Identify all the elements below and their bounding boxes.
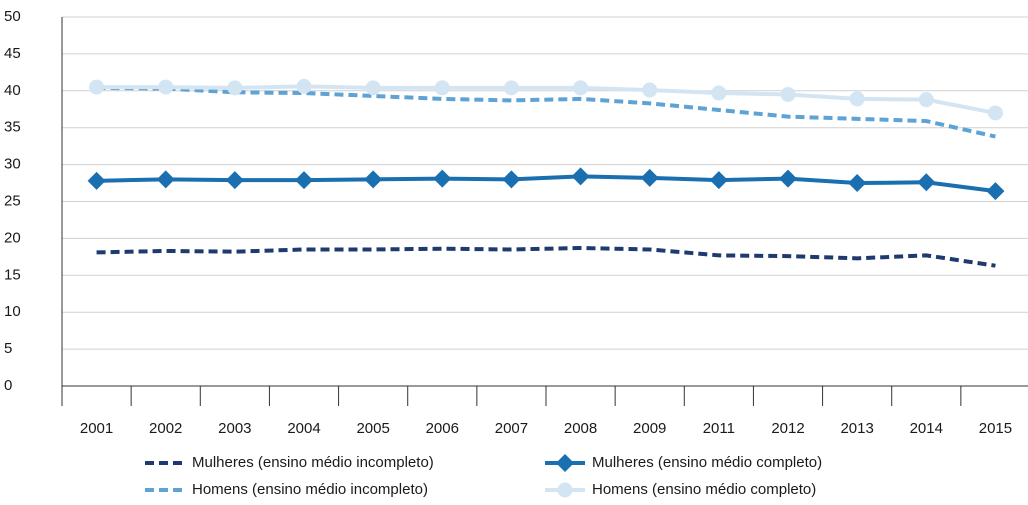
x-tick-label: 2013 [840, 420, 873, 437]
circle-marker [557, 482, 573, 498]
diamond-marker [295, 171, 313, 190]
y-tick-label: 50 [4, 8, 21, 25]
diamond-marker [848, 174, 867, 193]
circle-marker [296, 78, 312, 94]
y-tick-label: 35 [4, 119, 21, 136]
legend-label: Homens (ensino médio completo) [592, 481, 816, 498]
x-tick-label: 2015 [979, 420, 1012, 437]
diamond-marker [640, 168, 659, 187]
x-tick-label: 2012 [771, 420, 804, 437]
y-tick-label: 0 [4, 377, 12, 394]
series-line [96, 174, 996, 194]
diamond-marker [364, 170, 383, 189]
diamond-marker [502, 170, 521, 189]
y-tick-label: 40 [4, 82, 21, 99]
legend-label: Mulheres (ensino médio completo) [592, 454, 822, 471]
circle-marker [849, 91, 865, 107]
series-line [96, 85, 996, 139]
x-tick-label: 2014 [910, 420, 943, 437]
legend-label: Mulheres (ensino médio incompleto) [192, 454, 434, 471]
circle-marker [227, 80, 243, 96]
circle-marker [503, 80, 519, 96]
circle-marker [89, 79, 105, 95]
circle-marker [780, 86, 796, 102]
x-tick-label: 2004 [287, 420, 320, 437]
y-tick-label: 15 [4, 266, 21, 283]
circle-marker [918, 92, 934, 108]
diamond-marker [556, 454, 574, 472]
y-tick-label: 25 [4, 192, 21, 209]
x-tick-label: 2006 [426, 420, 459, 437]
legend-label: Homens (ensino médio incompleto) [192, 481, 428, 498]
x-tick-label: 2003 [218, 420, 251, 437]
circle-marker [987, 105, 1003, 121]
diamond-marker [779, 169, 797, 188]
circle-marker [711, 85, 727, 101]
circle-marker [434, 80, 450, 96]
diamond-marker [986, 182, 1005, 201]
x-tick-label: 2011 [703, 420, 735, 437]
diamond-marker [709, 171, 728, 190]
x-tick-label: 2001 [80, 420, 113, 437]
x-tick-label: 2005 [356, 420, 389, 437]
circle-marker [158, 79, 174, 95]
x-tick-label: 2007 [495, 420, 528, 437]
diamond-marker [156, 170, 175, 189]
series-line [96, 245, 996, 268]
diamond-marker [433, 169, 452, 188]
circle-marker [642, 82, 658, 98]
diamond-marker [87, 171, 106, 190]
x-tick-label: 2002 [149, 420, 182, 437]
x-tick-label: 2008 [564, 420, 597, 437]
x-tick-label: 2009 [633, 420, 666, 437]
circle-marker [365, 80, 381, 96]
y-tick-label: 5 [4, 340, 12, 357]
y-tick-label: 10 [4, 303, 21, 320]
diamond-marker [225, 171, 244, 190]
y-tick-label: 45 [4, 45, 21, 62]
diamond-marker [571, 167, 590, 186]
diamond-marker [917, 173, 936, 192]
y-tick-label: 20 [4, 229, 21, 246]
circle-marker [573, 80, 589, 96]
y-tick-label: 30 [4, 156, 21, 173]
series-line [96, 84, 996, 115]
